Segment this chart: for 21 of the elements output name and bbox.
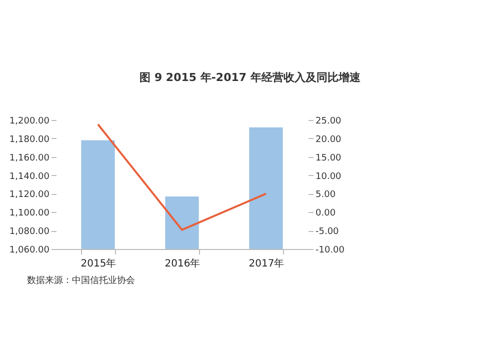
- x-tick-label: 2015年: [80, 258, 116, 270]
- x-tick-label: 2016年: [164, 258, 200, 270]
- y2-tick-label: 5.00: [316, 190, 336, 200]
- y2-tick-label: 10.00: [316, 172, 342, 182]
- y-tick-label: 1,180.00: [9, 134, 50, 145]
- chart-title: 图 9 2015 年-2017 年经营收入及同比增速: [138, 70, 362, 85]
- y2-tick-label: 0.00: [316, 208, 336, 219]
- y-tick-label: 1,100.00: [9, 208, 50, 219]
- y-tick-label: 1,160.00: [9, 153, 50, 164]
- y-tick-label: 1,140.00: [9, 172, 50, 182]
- y-tick-label: 1,060.00: [9, 246, 50, 256]
- y2-tick-label: 25.00: [316, 116, 342, 126]
- source-note: 数据来源：中国信托业协会: [27, 274, 135, 287]
- y2-tick-label: -10.00: [316, 246, 345, 256]
- x-tick-label: 2017年: [248, 258, 284, 270]
- y2-tick-label: -5.00: [316, 227, 340, 238]
- y-tick-label: 1,080.00: [9, 227, 50, 238]
- y-tick-label: 1,120.00: [9, 190, 50, 200]
- y-tick-label: 1,200.00: [9, 116, 50, 126]
- y2-tick-label: 15.00: [316, 153, 342, 164]
- y2-tick-label: 20.00: [316, 134, 342, 145]
